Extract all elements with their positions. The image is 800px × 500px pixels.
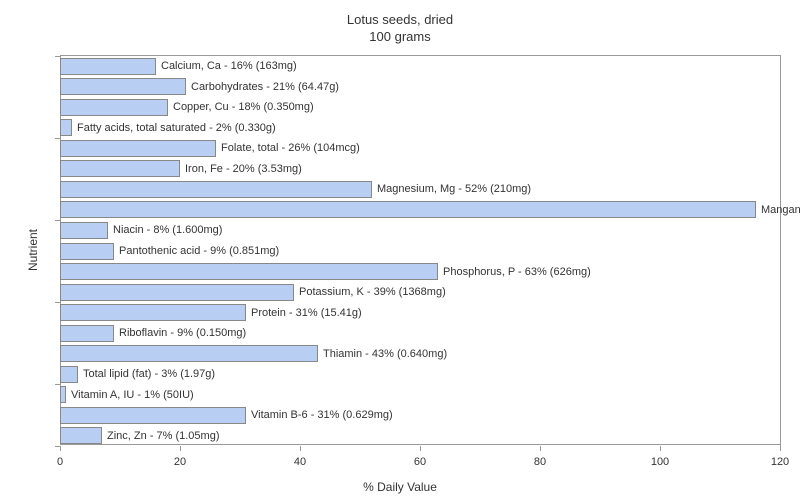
bar-row: Thiamin - 43% (0.640mg) — [60, 345, 447, 362]
bar — [60, 160, 180, 177]
bar-row: Copper, Cu - 18% (0.350mg) — [60, 99, 314, 116]
bar-label: Vitamin B-6 - 31% (0.629mg) — [251, 409, 393, 421]
x-tick-label: 60 — [414, 456, 426, 468]
x-axis-line — [60, 444, 780, 445]
y-tick — [55, 56, 60, 57]
bar-row: Potassium, K - 39% (1368mg) — [60, 284, 446, 301]
x-tick-label: 100 — [651, 456, 669, 468]
bar — [60, 386, 66, 403]
x-tick-label: 20 — [174, 456, 186, 468]
x-tick — [60, 446, 61, 451]
bar — [60, 140, 216, 157]
y-tick — [55, 302, 60, 303]
bar — [60, 325, 114, 342]
bar-label: Protein - 31% (15.41g) — [251, 307, 362, 319]
bar-label: Magnesium, Mg - 52% (210mg) — [377, 183, 531, 195]
bar-row: Vitamin B-6 - 31% (0.629mg) — [60, 407, 393, 424]
bar-row: Total lipid (fat) - 3% (1.97g) — [60, 366, 215, 383]
bars-container: Calcium, Ca - 16% (163mg) Carbohydrates -… — [60, 56, 780, 446]
x-tick-label: 80 — [534, 456, 546, 468]
x-tick — [780, 446, 781, 451]
bar-row: Pantothenic acid - 9% (0.851mg) — [60, 243, 279, 260]
bar-label: Zinc, Zn - 7% (1.05mg) — [107, 430, 219, 442]
bar — [60, 58, 156, 75]
bar — [60, 407, 246, 424]
bar — [60, 284, 294, 301]
x-axis-label: % Daily Value — [363, 480, 437, 494]
bar-row: Zinc, Zn - 7% (1.05mg) — [60, 427, 219, 444]
bar-label: Pantothenic acid - 9% (0.851mg) — [119, 245, 279, 257]
bar-row: Folate, total - 26% (104mcg) — [60, 140, 360, 157]
bar-label: Total lipid (fat) - 3% (1.97g) — [83, 368, 215, 380]
x-tick — [660, 446, 661, 451]
bar — [60, 222, 108, 239]
bar — [60, 263, 438, 280]
bar-label: Niacin - 8% (1.600mg) — [113, 224, 222, 236]
bar — [60, 427, 102, 444]
bar-label: Phosphorus, P - 63% (626mg) — [443, 266, 591, 278]
bar-label: Carbohydrates - 21% (64.47g) — [191, 81, 339, 93]
bar — [60, 304, 246, 321]
title-line-2: 100 grams — [369, 29, 430, 44]
plot-area: Calcium, Ca - 16% (163mg) Carbohydrates -… — [60, 55, 781, 446]
y-tick — [55, 446, 60, 447]
x-tick-label: 120 — [771, 456, 789, 468]
bar-row: Riboflavin - 9% (0.150mg) — [60, 325, 246, 342]
y-tick — [55, 384, 60, 385]
y-tick — [55, 138, 60, 139]
bar-row: Protein - 31% (15.41g) — [60, 304, 362, 321]
bar — [60, 345, 318, 362]
bar-label: Fatty acids, total saturated - 2% (0.330… — [77, 122, 276, 134]
x-tick-label: 40 — [294, 456, 306, 468]
bar — [60, 243, 114, 260]
bar-label: Vitamin A, IU - 1% (50IU) — [71, 389, 194, 401]
bar-row: Fatty acids, total saturated - 2% (0.330… — [60, 119, 276, 136]
bar-row: Manganese, Mn - 116% (2.318mg) — [60, 201, 800, 218]
y-axis-label: Nutrient — [26, 229, 40, 271]
bar-label: Manganese, Mn - 116% (2.318mg) — [761, 204, 800, 216]
bar-row: Phosphorus, P - 63% (626mg) — [60, 263, 591, 280]
bar-label: Riboflavin - 9% (0.150mg) — [119, 327, 246, 339]
bar-label: Folate, total - 26% (104mcg) — [221, 142, 360, 154]
x-tick — [540, 446, 541, 451]
bar — [60, 119, 72, 136]
bar-label: Iron, Fe - 20% (3.53mg) — [185, 163, 302, 175]
bar — [60, 366, 78, 383]
bar-label: Potassium, K - 39% (1368mg) — [299, 286, 446, 298]
y-tick — [55, 220, 60, 221]
bar-label: Copper, Cu - 18% (0.350mg) — [173, 101, 314, 113]
bar-label: Thiamin - 43% (0.640mg) — [323, 348, 447, 360]
bar — [60, 181, 372, 198]
bar — [60, 201, 756, 218]
chart-title: Lotus seeds, dried 100 grams — [0, 0, 800, 46]
title-line-1: Lotus seeds, dried — [347, 12, 453, 27]
x-tick — [300, 446, 301, 451]
x-tick — [420, 446, 421, 451]
bar-row: Vitamin A, IU - 1% (50IU) — [60, 386, 194, 403]
bar-row: Niacin - 8% (1.600mg) — [60, 222, 222, 239]
bar-label: Calcium, Ca - 16% (163mg) — [161, 60, 297, 72]
bar-row: Magnesium, Mg - 52% (210mg) — [60, 181, 531, 198]
x-tick-label: 0 — [57, 456, 63, 468]
nutrient-chart: Lotus seeds, dried 100 grams Nutrient % … — [0, 0, 800, 500]
bar — [60, 78, 186, 95]
bar — [60, 99, 168, 116]
bar-row: Carbohydrates - 21% (64.47g) — [60, 78, 339, 95]
bar-row: Iron, Fe - 20% (3.53mg) — [60, 160, 302, 177]
x-tick — [180, 446, 181, 451]
bar-row: Calcium, Ca - 16% (163mg) — [60, 58, 297, 75]
